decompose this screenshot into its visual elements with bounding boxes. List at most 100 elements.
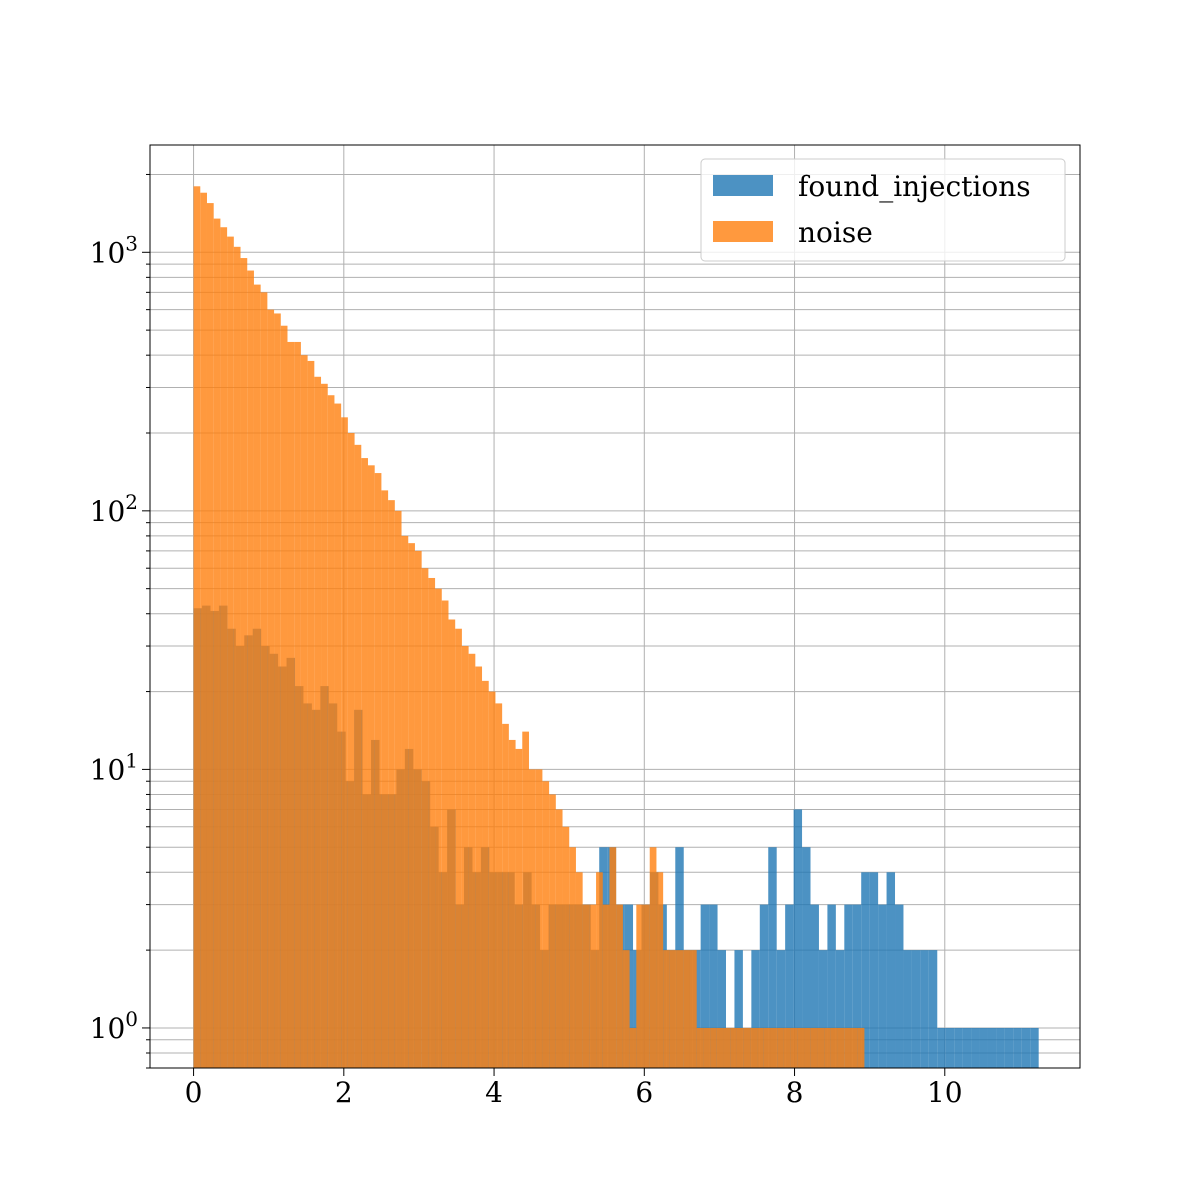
bar-noise (844, 1027, 851, 1068)
bar-found_injections (945, 1027, 955, 1068)
bar-noise (649, 847, 657, 1068)
bar-noise (435, 588, 442, 1068)
bar-found_injections (785, 904, 794, 1068)
bar-noise (817, 1027, 825, 1068)
legend-swatch-noise (713, 221, 773, 242)
bar-noise (347, 433, 355, 1068)
bar-noise (206, 203, 214, 1068)
bar-noise (743, 1027, 751, 1068)
bar-noise (267, 309, 275, 1068)
bar-noise (643, 904, 650, 1068)
bar-noise (361, 458, 368, 1068)
bar-noise (522, 731, 529, 1068)
bar-noise (723, 1027, 731, 1068)
y-tick-label: 103 (90, 231, 138, 269)
bar-noise (300, 355, 308, 1068)
bar-noise (381, 490, 389, 1068)
bar-noise (804, 1027, 811, 1068)
bar-found_injections (717, 950, 726, 1068)
bar-noise (535, 769, 543, 1068)
bar-noise (710, 1027, 717, 1068)
bar-noise (200, 192, 207, 1069)
bar-noise (850, 1027, 858, 1068)
bar-found_injections (895, 904, 904, 1068)
bar-noise (260, 292, 268, 1068)
bar-noise (280, 325, 288, 1068)
y-tick-label: 102 (90, 490, 138, 528)
y-tick-label: 100 (90, 1007, 138, 1045)
bar-noise (287, 341, 295, 1068)
bar-noise (468, 653, 476, 1068)
bar-noise (696, 1027, 704, 1068)
bar-noise (763, 1027, 771, 1068)
bar-noise (233, 246, 241, 1068)
bar-noise (240, 258, 248, 1068)
bar-noise (656, 872, 664, 1068)
bar-noise (777, 1027, 784, 1068)
bar-noise (549, 794, 556, 1068)
bar-found_injections (759, 904, 769, 1068)
bar-noise (562, 826, 570, 1068)
bar-noise (341, 417, 348, 1068)
bar-found_injections (886, 872, 896, 1068)
bar-noise (307, 360, 315, 1068)
bar-noise (683, 950, 690, 1068)
bar-noise (247, 270, 254, 1069)
bar-noise (542, 781, 550, 1068)
bar-noise (575, 872, 583, 1068)
bar-noise (596, 872, 603, 1068)
bar-noise (495, 703, 503, 1068)
bar-noise (213, 218, 221, 1069)
legend-swatch-found_injections (713, 175, 773, 196)
bar-found_injections (861, 872, 870, 1068)
bar-noise (294, 341, 301, 1068)
bar-found_injections (878, 904, 887, 1068)
bar-noise (582, 904, 590, 1068)
bar-noise (528, 769, 536, 1068)
bar-noise (810, 1027, 818, 1068)
bar-found_injections (928, 950, 938, 1068)
bar-noise (589, 904, 597, 1068)
bar-noise (414, 550, 422, 1068)
bar-noise (327, 395, 335, 1068)
x-tick-label: 4 (485, 1076, 503, 1109)
bar-found_injections (827, 904, 836, 1068)
y-tick-label: 101 (90, 748, 138, 786)
bar-noise (824, 1027, 831, 1068)
bar-found_injections (962, 1027, 972, 1068)
bar-found_injections (1013, 1027, 1022, 1068)
bar-noise (629, 1027, 637, 1068)
bar-noise (783, 1027, 791, 1068)
bar-found_injections (954, 1027, 963, 1068)
bar-noise (797, 1027, 805, 1068)
bar-noise (602, 904, 610, 1068)
bar-found_injections (844, 904, 853, 1068)
bar-noise (314, 376, 322, 1069)
bar-noise (428, 577, 436, 1068)
bar-found_injections (996, 1027, 1005, 1068)
bar-noise (716, 1027, 724, 1068)
bar-noise (622, 950, 630, 1068)
bar-noise (274, 313, 281, 1069)
bar-noise (703, 1027, 711, 1068)
bar-noise (730, 1027, 737, 1068)
bar-noise (663, 950, 670, 1068)
x-tick-label: 0 (185, 1076, 203, 1109)
bar-found_injections (709, 904, 718, 1068)
bar-noise (401, 535, 409, 1068)
bar-found_injections (810, 904, 819, 1068)
bar-found_injections (776, 950, 786, 1068)
bar-noise (736, 1027, 744, 1068)
bar-noise (636, 904, 644, 1068)
bar-noise (616, 904, 623, 1068)
bar-noise (408, 543, 415, 1068)
plot-frame (149, 144, 1081, 1069)
bar-found_injections (768, 847, 777, 1068)
bar-noise (770, 1027, 778, 1068)
bar-found_injections (979, 1027, 988, 1068)
bar-found_injections (911, 950, 921, 1068)
bar-noise (321, 383, 328, 1068)
x-tick-label: 8 (786, 1076, 804, 1109)
bar-noise (421, 568, 429, 1068)
